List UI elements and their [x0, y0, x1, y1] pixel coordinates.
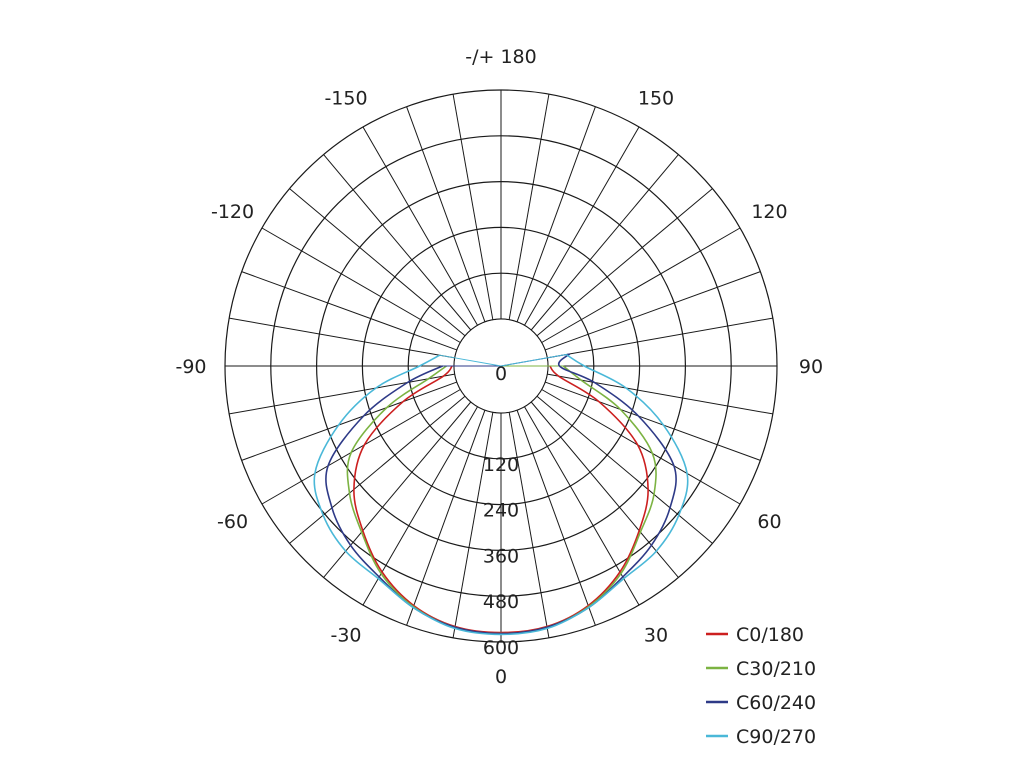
angle-tick-label: 60 — [757, 511, 781, 533]
radial-spoke — [508, 412, 550, 638]
radial-spoke — [516, 106, 596, 323]
series-layer — [313, 353, 689, 636]
grid-circle — [316, 181, 686, 551]
legend-label: C0/180 — [736, 624, 804, 646]
radial-spoke — [530, 401, 679, 578]
angle-tick-label: 150 — [638, 88, 674, 110]
radial-spoke — [547, 317, 773, 359]
radial-spoke — [241, 381, 458, 461]
angle-tick-label: -90 — [175, 356, 206, 378]
radial-spoke — [362, 126, 478, 326]
radial-spoke — [544, 381, 761, 461]
legend-label: C90/270 — [736, 726, 816, 748]
angle-tick-label: 0 — [495, 666, 507, 688]
legend-label: C30/210 — [736, 658, 816, 680]
radial-tick-label: 360 — [483, 545, 519, 567]
radial-spoke — [229, 317, 455, 359]
series-line-c60-240 — [325, 353, 677, 635]
radial-tick-label: 0 — [495, 363, 507, 385]
legend: C0/180 C30/210 C60/240 C90/270 — [706, 624, 816, 748]
angle-tick-label: 30 — [644, 624, 668, 646]
series-line-c90-270 — [313, 353, 689, 636]
radial-tick-label: 480 — [483, 591, 519, 613]
radial-spoke — [406, 106, 486, 323]
radial-spoke — [289, 188, 466, 337]
radial-spoke — [406, 409, 486, 626]
angle-tick-label: -/+ 180 — [465, 46, 536, 68]
radial-spoke — [452, 94, 494, 320]
radial-spoke — [524, 126, 640, 326]
radial-spoke — [229, 373, 455, 415]
grid-circle — [407, 272, 595, 460]
angle-tick-label: -30 — [330, 624, 361, 646]
angle-tick-label: 120 — [751, 201, 787, 223]
series-end-ray — [500, 354, 567, 367]
radial-spoke — [547, 373, 773, 415]
radial-spoke — [289, 395, 466, 544]
radial-tick-labels: 0 120 240 360 480 600 — [483, 363, 519, 659]
angle-tick-label: -120 — [211, 201, 254, 223]
angle-tick-label: -60 — [217, 511, 248, 533]
radial-spoke — [530, 154, 679, 331]
grid-circle — [224, 89, 778, 643]
grid-circle — [361, 226, 641, 506]
radial-spoke — [241, 271, 458, 351]
radial-spoke — [261, 227, 461, 343]
radial-spoke — [541, 389, 741, 505]
radial-spoke — [452, 412, 494, 638]
radial-spoke — [544, 271, 761, 351]
radial-spoke — [541, 227, 741, 343]
radial-spoke — [516, 409, 596, 626]
radial-grid-lines — [225, 90, 777, 642]
radial-spoke — [536, 395, 713, 544]
radial-tick-label: 600 — [483, 637, 519, 659]
radial-spoke — [323, 154, 472, 331]
radial-tick-label: 120 — [483, 454, 519, 476]
angle-tick-labels: 0 30 60 90 120 150 -/+ 180 -150 -120 -90 -60 -30 — [175, 46, 823, 688]
radial-spoke — [261, 389, 461, 505]
angle-tick-label: 90 — [799, 356, 823, 378]
radial-tick-label: 240 — [483, 500, 519, 522]
grid-circle — [270, 135, 732, 597]
radial-spoke — [323, 401, 472, 578]
series-line-c0-180 — [353, 365, 649, 634]
legend-label: C60/240 — [736, 692, 816, 714]
series-end-ray — [439, 354, 502, 367]
angle-tick-label: -150 — [324, 88, 367, 110]
radial-spoke — [536, 188, 713, 337]
radial-spoke — [508, 94, 550, 320]
